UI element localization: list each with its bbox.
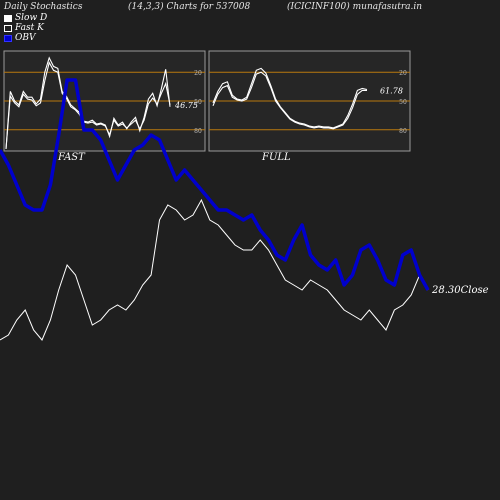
legend-item-fast-k: Fast K	[4, 23, 47, 33]
legend-label: Fast K	[15, 23, 44, 33]
close-value-label: 28.30Close	[431, 285, 489, 296]
legend: Slow D Fast K OBV	[4, 13, 47, 43]
legend-item-obv: OBV	[4, 33, 47, 43]
legend-label: OBV	[15, 33, 36, 43]
chart-title-middle: (14,3,3) Charts for 537008	[128, 2, 251, 12]
fast-tick-label: 20	[194, 70, 202, 77]
legend-swatch	[4, 24, 12, 32]
chart-title-left: Daily Stochastics	[4, 2, 83, 12]
legend-swatch	[4, 14, 12, 22]
full-last-value-label: 61.78	[380, 86, 403, 95]
fast-series-line-fast-k	[5, 56, 171, 150]
legend-swatch	[4, 34, 12, 42]
legend-label: Slow D	[15, 13, 48, 23]
obv-line	[0, 78, 430, 291]
full-tick-label: 20	[399, 70, 407, 77]
full-panel-label: FULL	[262, 152, 291, 163]
fast-panel-label: FAST	[58, 152, 85, 163]
full-series-line-slow-d	[212, 71, 367, 130]
full-series-line-fast-k	[212, 67, 368, 129]
fast-tick-label: 50	[194, 99, 202, 106]
full-tick-label: 80	[399, 128, 407, 135]
close-price-line	[0, 198, 429, 341]
fast-last-value-label: 46.75	[174, 101, 198, 110]
full-tick-label: 50	[399, 99, 407, 106]
chart-title-right: (ICICINF100) munafasutra.in	[287, 2, 423, 12]
legend-item-slow-d: Slow D	[4, 13, 47, 23]
fast-tick-label: 80	[194, 128, 202, 135]
